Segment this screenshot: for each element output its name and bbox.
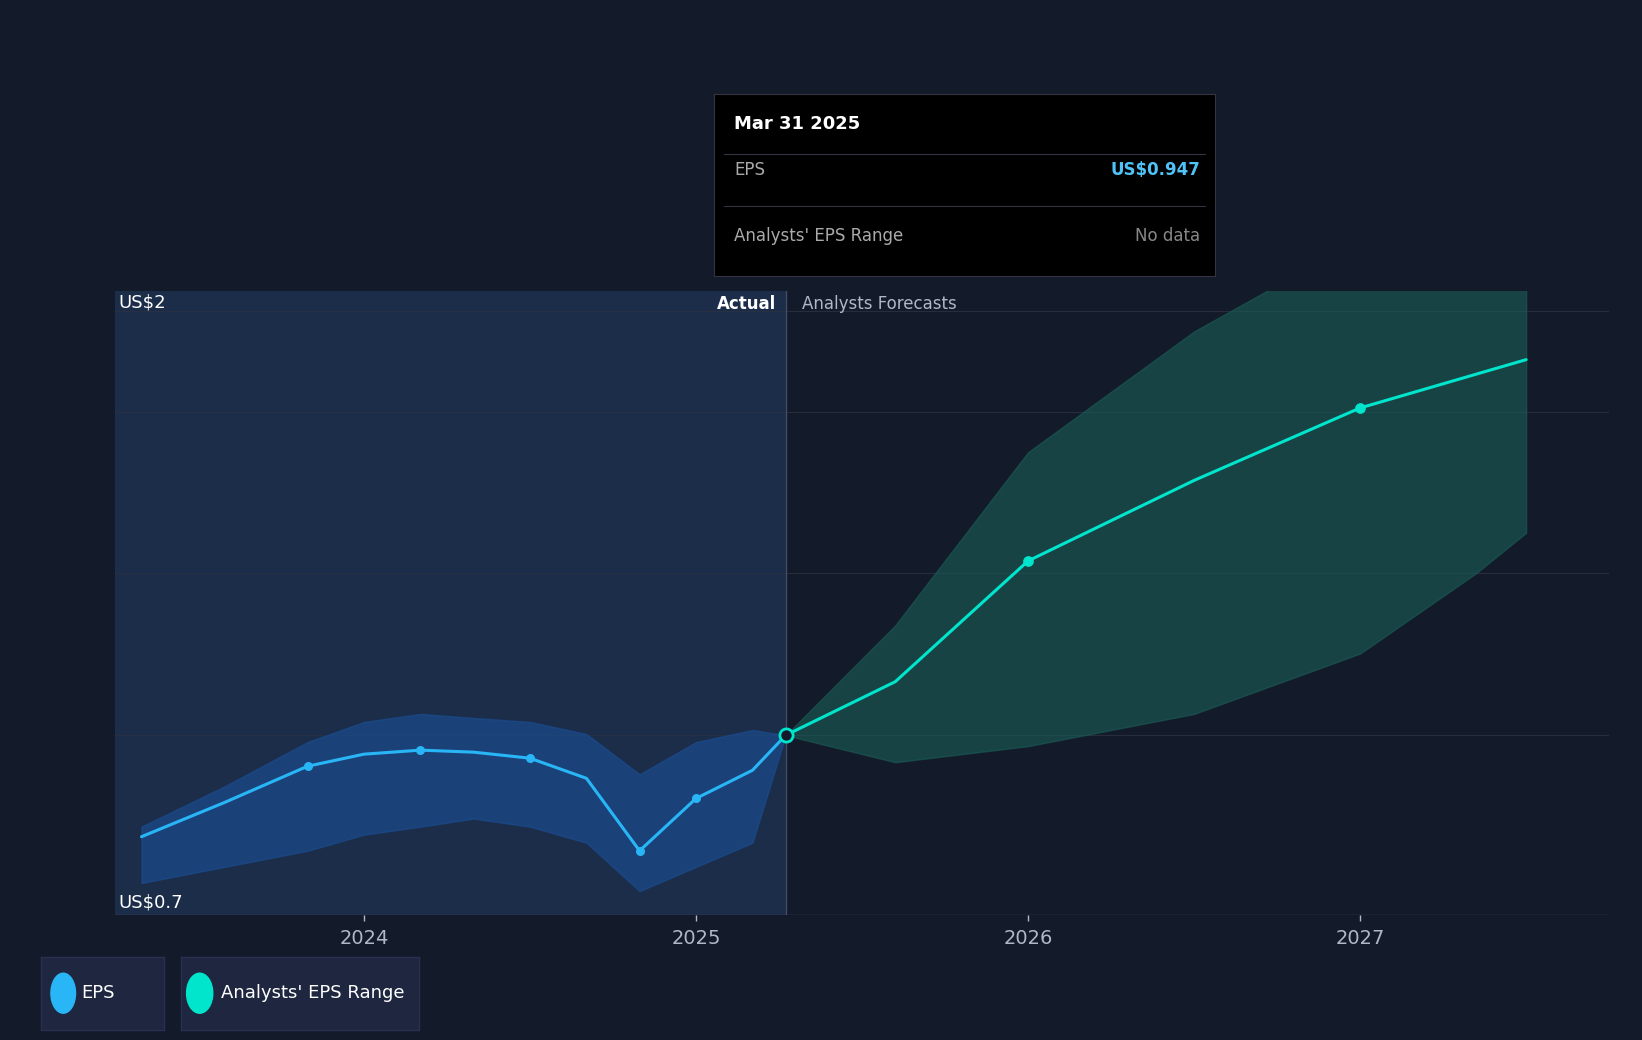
Point — [772, 727, 798, 744]
Ellipse shape — [51, 973, 76, 1013]
Bar — [115, 291, 785, 915]
Point — [517, 750, 544, 766]
Text: No data: No data — [1135, 227, 1200, 244]
Text: Actual: Actual — [716, 295, 775, 313]
Text: EPS: EPS — [82, 984, 115, 1003]
Text: US$0.7: US$0.7 — [118, 893, 182, 911]
Point — [294, 758, 320, 775]
Point — [627, 842, 654, 859]
Text: EPS: EPS — [734, 161, 765, 179]
Point — [1015, 552, 1041, 569]
Text: US$0.947: US$0.947 — [1110, 161, 1200, 179]
Text: Analysts' EPS Range: Analysts' EPS Range — [222, 984, 404, 1003]
Point — [407, 742, 433, 758]
Point — [1346, 399, 1373, 416]
Text: Analysts' EPS Range: Analysts' EPS Range — [734, 227, 903, 244]
Text: US$2: US$2 — [118, 293, 166, 311]
Text: Analysts Forecasts: Analysts Forecasts — [803, 295, 957, 313]
Text: Mar 31 2025: Mar 31 2025 — [734, 115, 860, 133]
Ellipse shape — [187, 973, 213, 1013]
Point — [683, 790, 709, 807]
